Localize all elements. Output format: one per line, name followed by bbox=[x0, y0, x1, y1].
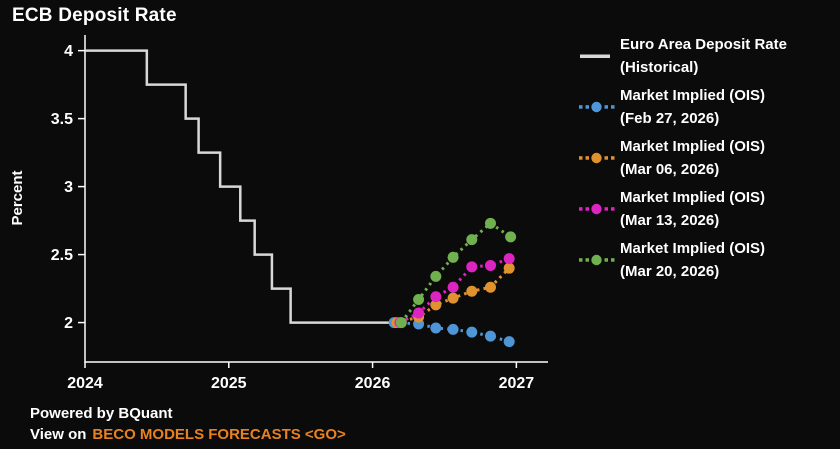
forecast-point-marker bbox=[430, 322, 442, 334]
view-on-text: View on bbox=[30, 426, 87, 443]
y-tick-label: 4 bbox=[64, 43, 73, 60]
forecast-point-marker bbox=[505, 231, 517, 243]
beco-models-forecasts-go-link[interactable]: BECO MODELS FORECASTS <GO> bbox=[92, 426, 346, 443]
y-tick-label: 2 bbox=[64, 315, 73, 332]
forecast-point-marker bbox=[466, 234, 478, 246]
forecast-point-marker bbox=[466, 285, 478, 297]
series-euro-area-deposit-rate-historical bbox=[85, 49, 400, 324]
footer: Powered by BQuant View on BECO MODELS FOR… bbox=[30, 403, 346, 445]
forecast-point-marker bbox=[484, 259, 496, 271]
powered-by-text: Powered by BQuant bbox=[30, 405, 173, 422]
forecast-point-marker bbox=[503, 336, 515, 348]
forecast-point-marker bbox=[395, 317, 407, 329]
x-tick-label: 2027 bbox=[499, 375, 535, 392]
y-axis-title: Percent bbox=[9, 170, 26, 225]
forecast-point-marker bbox=[413, 293, 425, 305]
legend-line-swatch bbox=[580, 54, 610, 58]
legend-dotted-marker-swatch bbox=[579, 254, 615, 266]
historical-step-line bbox=[85, 49, 400, 324]
legend-dotted-marker-swatch bbox=[579, 152, 615, 164]
legend-label: Euro Area Deposit Rate (Historical) bbox=[620, 36, 787, 76]
series-market-implied-ois-feb-27-2026 bbox=[388, 317, 515, 348]
series-market-implied-ois-mar-20-2026 bbox=[395, 217, 517, 329]
forecast-point-marker bbox=[430, 299, 442, 311]
legend-label: Market Implied (OIS) (Mar 20, 2026) bbox=[620, 240, 766, 280]
series-market-implied-ois-mar-06-2026 bbox=[391, 262, 515, 329]
legend-label: Market Implied (OIS) (Mar 13, 2026) bbox=[620, 189, 766, 229]
legend-label: Market Implied (OIS) (Mar 06, 2026) bbox=[620, 138, 766, 178]
x-tick-label: 2025 bbox=[211, 375, 247, 392]
forecast-point-marker bbox=[484, 281, 496, 293]
chart-legend: Euro Area Deposit Rate (Historical) Market… bbox=[578, 33, 838, 283]
forecast-point-marker bbox=[447, 251, 459, 263]
y-tick-label: 2.5 bbox=[51, 247, 73, 264]
view-on-row: View on BECO MODELS FORECASTS <GO> bbox=[30, 424, 346, 445]
forecast-point-marker bbox=[430, 291, 442, 303]
forecast-point-marker bbox=[466, 261, 478, 273]
legend-item-market-implied-ois-mar-20-2026: Market Implied (OIS) (Mar 20, 2026) bbox=[578, 237, 838, 283]
forecast-point-marker bbox=[447, 292, 459, 304]
forecast-point-marker bbox=[503, 262, 515, 274]
legend-item-market-implied-ois-mar-13-2026: Market Implied (OIS) (Mar 13, 2026) bbox=[578, 186, 838, 232]
legend-label: Market Implied (OIS) (Feb 27, 2026) bbox=[620, 87, 766, 127]
legend-dotted-marker-swatch bbox=[579, 203, 615, 215]
forecast-point-marker bbox=[447, 281, 459, 293]
forecast-point-marker bbox=[484, 217, 496, 229]
y-tick-label: 3.5 bbox=[51, 111, 73, 128]
chart-canvas: 2 2.5 3 3.5 4 2024 2025 2026 2027 Percent bbox=[9, 35, 548, 392]
forecast-point-marker bbox=[484, 330, 496, 342]
x-tick-label: 2024 bbox=[67, 375, 103, 392]
legend-item-market-implied-ois-mar-06-2026: Market Implied (OIS) (Mar 06, 2026) bbox=[578, 135, 838, 181]
legend-dotted-marker-swatch bbox=[579, 101, 615, 113]
forecast-point-marker bbox=[466, 326, 478, 338]
forecast-point-marker bbox=[503, 253, 515, 265]
forecast-point-marker bbox=[413, 307, 425, 319]
forecast-point-marker bbox=[430, 270, 442, 282]
series-market-implied-ois-mar-13-2026 bbox=[394, 253, 515, 329]
legend-item-euro-area-deposit-rate-historical: Euro Area Deposit Rate (Historical) bbox=[578, 33, 838, 79]
legend-item-market-implied-ois-feb-27-2026: Market Implied (OIS) (Feb 27, 2026) bbox=[578, 84, 838, 130]
forecast-point-marker bbox=[447, 323, 459, 335]
chart-title: ECB Deposit Rate bbox=[12, 5, 177, 26]
y-tick-label: 3 bbox=[64, 179, 73, 196]
x-tick-label: 2026 bbox=[355, 375, 391, 392]
